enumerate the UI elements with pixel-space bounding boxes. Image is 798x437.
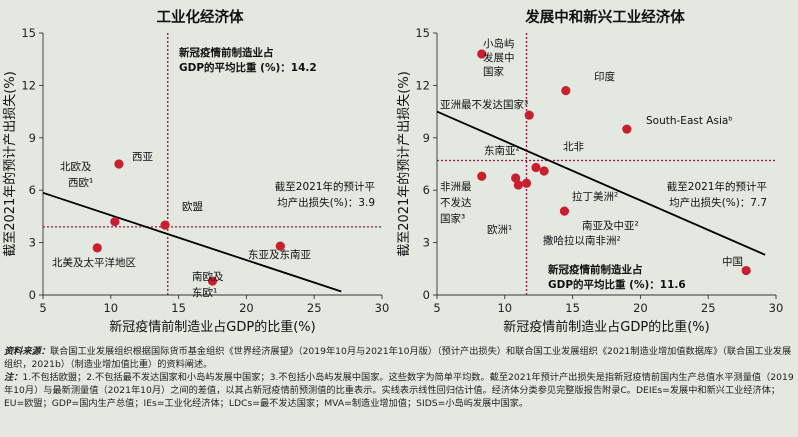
note-label: 注：: [4, 372, 23, 383]
panel1-x-tick-label: 5: [39, 301, 46, 315]
panel1-y-tick-label: 3: [29, 236, 36, 250]
panel1-data-point: [114, 159, 124, 169]
panel1-mean-loss-label-line2: 均产出损失(%)：3.9: [277, 196, 375, 209]
panel1-x-tick-label: 25: [307, 301, 322, 315]
panel2-point-label: 欧洲¹: [487, 224, 512, 236]
panel1-y-tick-label: 6: [29, 183, 36, 197]
panel2-data-point: [477, 49, 487, 59]
panel2-point-label: 不发达: [440, 196, 472, 209]
panel2-mean-share-label-line2: GDP的平均比重 (%)：11.6: [548, 278, 686, 291]
source-note: 资料来源：联合国工业发展组织根据国际货币基金组织《世界经济展望》（2019年10…: [4, 345, 794, 371]
panel1-point-label: 东亚及东南亚: [248, 248, 311, 261]
source-label: 资料来源：: [4, 346, 50, 357]
panel1-point-label: 南欧及: [192, 270, 224, 283]
panel2-x-tick-label: 25: [701, 301, 716, 315]
panel1-point-label: 欧盟: [182, 201, 203, 213]
panel2-x-tick-label: 15: [565, 301, 580, 315]
panel2-point-label: 印度: [594, 70, 615, 83]
panel2-data-point: [513, 180, 523, 190]
panel2-data-point: [622, 124, 632, 134]
panel2-mean-share-label-line1: 新冠疫情前制造业占: [548, 263, 643, 276]
panel2-point-label: 拉丁美洲²: [572, 190, 618, 203]
panel2-data-point: [521, 178, 532, 188]
panel1-x-tick-label: 30: [375, 301, 390, 315]
source-text: 联合国工业发展组织根据国际货币基金组织《世界经济展望》（2019年10月与202…: [4, 346, 792, 370]
panel1-mean-loss-label-line1: 截至2021年的预计平: [275, 180, 375, 193]
panel2-y-tick-label: 12: [415, 78, 430, 92]
panel2-point-label: 非洲最: [440, 181, 472, 193]
panel2-point-label: 南亚及中亚²: [582, 219, 639, 232]
panel2-point-label: 北非: [563, 141, 584, 153]
panel2-mean-loss-label-line1: 截至2021年的预计平: [667, 180, 767, 193]
panel2-point-label: 国家³: [440, 212, 465, 225]
panel2-y-axis-label: 截至2021年的预计产出损失(%): [396, 71, 412, 257]
panel2-x-tick-label: 30: [769, 301, 784, 315]
panel2-data-point: [561, 86, 571, 96]
panel2-point-label: South-East Asiaᵇ: [646, 115, 733, 127]
panel1-x-tick-label: 20: [239, 301, 254, 315]
panel1-point-label: 东欧¹: [192, 286, 217, 299]
panel2-data-point: [511, 173, 521, 183]
panel2-data-point: [524, 110, 534, 120]
panel1-x-tick-label: 15: [171, 301, 186, 315]
panel1-data-point: [92, 243, 102, 253]
panel1-x-axis-label: 新冠疫情前制造业占GDP的比重(%): [109, 319, 315, 335]
panel1-mean-share-label-line1: 新冠疫情前制造业占: [179, 46, 274, 59]
panel2-data-point: [539, 166, 549, 176]
panel1-y-axis-label: 截至2021年的预计产出损失(%): [2, 71, 18, 257]
panel2-point-label: 小岛屿: [483, 37, 515, 50]
panel1-y-tick-label: 0: [29, 288, 36, 302]
panel2-point-label: 中国: [722, 255, 743, 268]
panel2-y-tick-label: 9: [423, 131, 430, 145]
panel2-point-label: 国家: [483, 65, 504, 78]
panel2-point-label: 东南亚²: [484, 144, 520, 157]
panel2-x-axis-label: 新冠疫情前制造业占GDP的比重(%): [503, 319, 709, 335]
panel1-data-point: [207, 276, 218, 286]
panel1-point-label: 北欧及: [60, 161, 92, 173]
panel2-data-point: [477, 171, 487, 181]
panel2-trend-line: [436, 110, 766, 256]
panel2-data-point: [531, 162, 541, 173]
panel1-data-point: [160, 220, 170, 230]
panel2-point-label: 撒哈拉以南非洲²: [543, 234, 621, 247]
panel1-x-tick-label: 10: [103, 301, 118, 315]
panel2-title: 发展中和新兴工业经济体: [524, 8, 685, 26]
panel2-data-point: [559, 206, 570, 216]
panel2-x-tick-label: 20: [633, 301, 648, 315]
panel1-y-tick-label: 9: [29, 131, 36, 145]
panel1-mean-share-label-line2: GDP的平均比重 (%)：14.2: [179, 61, 317, 74]
figure-notes: 资料来源：联合国工业发展组织根据国际货币基金组织《世界经济展望》（2019年10…: [4, 345, 794, 410]
panel1-point-label: 西亚: [132, 151, 153, 163]
panel1-trend-line: [42, 191, 342, 293]
panel1-y-tick-label: 12: [21, 78, 36, 92]
panel1-point-label: 西欧¹: [68, 177, 93, 189]
panel2-mean-loss-label-line2: 均产出损失(%)：7.7: [669, 196, 767, 209]
panel1-data-point: [110, 217, 120, 227]
panel2-x-tick-label: 5: [433, 301, 440, 315]
panel2-x-tick-label: 10: [497, 301, 512, 315]
panel2-y-tick-label: 6: [423, 183, 430, 197]
panel2-data-point: [741, 265, 751, 276]
panel2-y-tick-label: 0: [423, 288, 430, 302]
panel2-point-label: 亚洲最不发达国家³: [440, 98, 528, 111]
panel1-point-label: 北美及太平洋地区: [52, 256, 136, 269]
panel2-y-tick-label: 15: [415, 26, 430, 40]
note-text: 1.不包括欧盟；2.不包括最不发达国家和小岛屿发展中国家；3.不包括小岛屿发展中…: [4, 372, 794, 409]
panel2-point-label: 发展中: [483, 51, 515, 64]
footnote: 注：1.不包括欧盟；2.不包括最不发达国家和小岛屿发展中国家；3.不包括小岛屿发…: [4, 371, 794, 410]
panel1-data-point: [275, 241, 285, 251]
panel1-title: 工业化经济体: [157, 8, 244, 26]
panel1-y-tick-label: 15: [21, 26, 36, 40]
panel2-y-tick-label: 3: [423, 236, 430, 250]
